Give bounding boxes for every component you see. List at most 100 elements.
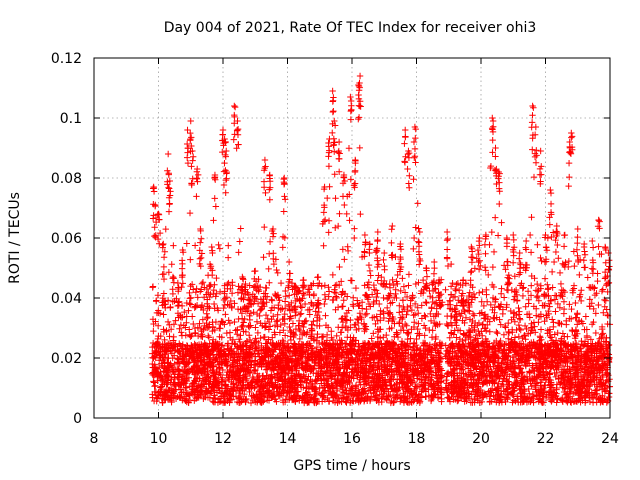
data-point [187,301,194,308]
data-point [242,280,249,288]
data-point [211,305,218,312]
data-point [432,347,439,354]
data-point [373,374,380,382]
data-point [191,330,199,337]
data-point [373,313,380,320]
data-point [233,345,241,352]
data-point [309,345,316,352]
data-point [284,347,292,354]
data-point [354,297,361,304]
data-point [257,320,264,327]
data-point [426,367,433,374]
data-point [280,327,287,334]
data-point [578,287,585,294]
data-point [156,357,163,364]
data-point [336,210,343,217]
data-point [213,389,221,396]
data-point [221,288,228,295]
data-point [273,398,280,405]
data-point [435,385,443,392]
data-point [225,279,232,287]
data-point [314,376,321,383]
data-point [329,129,336,137]
data-point [411,347,418,354]
data-point [164,396,172,403]
data-point [429,382,436,390]
data-point [332,195,339,202]
data-point [286,388,293,395]
data-point [394,376,401,383]
data-point [309,382,317,390]
data-point [347,277,355,284]
data-point [380,334,387,341]
data-point [281,332,289,339]
data-point [168,261,175,268]
data-point [219,359,226,366]
data-point [213,368,220,375]
data-point [225,242,232,249]
data-point [332,340,339,347]
data-point [220,181,228,189]
data-point [324,394,331,402]
data-point [216,395,224,402]
data-point [237,342,245,349]
data-point [216,365,223,372]
data-point [260,334,268,341]
data-point [248,384,255,391]
data-point [410,353,418,360]
data-point [432,333,440,341]
data-point [150,327,157,335]
data-point [350,294,357,301]
data-point [265,250,273,258]
data-point [335,282,343,289]
data-point [178,329,185,336]
data-point [280,383,287,390]
data-point [243,349,251,356]
data-point [192,303,199,310]
data-point [361,396,368,404]
data-point [322,312,329,319]
data-point [363,292,371,300]
data-point [333,356,340,363]
data-point [431,340,438,348]
data-point [296,287,303,295]
data-point [411,311,419,318]
data-point [366,340,373,347]
data-point [333,294,340,302]
data-point [397,287,404,295]
data-point [321,282,329,289]
data-point [269,233,277,240]
data-point [228,345,235,353]
data-point [374,290,381,297]
data-point [347,176,355,183]
data-point [378,387,385,394]
data-point [235,249,242,256]
data-point [154,344,162,352]
data-point [224,254,232,261]
data-point [242,339,249,347]
data-point [334,374,341,382]
data-point [279,341,286,349]
data-point [223,329,231,337]
data-point [368,335,375,342]
data-point [288,299,295,307]
data-point [294,393,302,400]
data-point [489,136,496,144]
data-point [356,313,364,321]
data-point [299,290,307,297]
data-point [242,396,249,403]
data-point [576,271,583,279]
data-point [250,367,258,375]
data-point [407,388,414,395]
data-point [340,346,347,353]
data-point [422,340,429,347]
data-point [286,323,293,331]
data-point [221,381,228,389]
chart-title: Day 004 of 2021, Rate Of TEC Index for r… [164,20,537,36]
data-point [153,297,160,304]
data-point [344,293,351,300]
data-point [266,360,274,367]
data-point [238,310,246,317]
data-point [276,329,284,336]
data-point [423,299,430,307]
